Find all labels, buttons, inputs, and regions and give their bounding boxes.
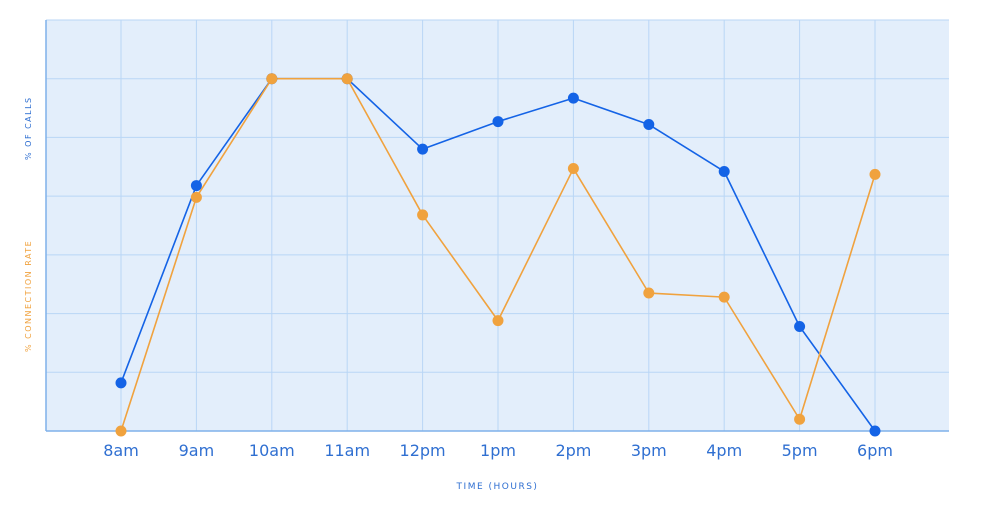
- x-tick-label-12pm: 12pm: [400, 441, 446, 460]
- data-point-connection-4pm: [718, 291, 730, 303]
- data-point-connection-1pm: [492, 315, 504, 327]
- x-tick-label-4pm: 4pm: [706, 441, 742, 460]
- x-tick-label-10am: 10am: [249, 441, 295, 460]
- y-axis-label-connection-rate: % CONNECTION RATE: [24, 239, 33, 352]
- data-point-connection-5pm: [794, 413, 806, 425]
- x-tick-label-2pm: 2pm: [555, 441, 591, 460]
- data-point-connection-10am: [266, 73, 278, 85]
- data-point-connection-6pm: [869, 168, 881, 180]
- data-point-connection-11am: [341, 73, 353, 85]
- data-point-calls-2pm: [567, 92, 579, 104]
- x-tick-label-3pm: 3pm: [631, 441, 667, 460]
- data-point-connection-12pm: [417, 209, 429, 221]
- data-point-connection-8am: [115, 425, 127, 437]
- data-point-calls-1pm: [492, 116, 504, 128]
- x-tick-label-11am: 11am: [324, 441, 370, 460]
- data-point-calls-8am: [115, 377, 127, 389]
- data-point-calls-9am: [190, 180, 202, 192]
- data-point-calls-3pm: [643, 119, 655, 131]
- data-point-calls-5pm: [794, 320, 806, 332]
- x-axis-label: TIME (HOURS): [456, 482, 539, 492]
- grid: [46, 19, 949, 431]
- data-point-calls-4pm: [718, 165, 730, 177]
- x-tick-label-1pm: 1pm: [480, 441, 516, 460]
- x-tick-label-9am: 9am: [179, 441, 215, 460]
- data-point-connection-2pm: [567, 163, 579, 175]
- data-point-connection-3pm: [643, 287, 655, 299]
- y-axis-label-calls: % OF CALLS: [24, 96, 33, 160]
- axes: [45, 20, 949, 432]
- x-tick-label-6pm: 6pm: [857, 441, 893, 460]
- x-tick-labels: 8am 9am 10am 11am 12pm 1pm 2pm 3pm 4pm 5pm 6pm: [103, 441, 893, 460]
- x-tick-label-5pm: 5pm: [782, 441, 818, 460]
- series: [115, 73, 881, 437]
- data-point-calls-6pm: [869, 425, 881, 437]
- data-point-connection-9am: [190, 191, 202, 203]
- data-point-calls-12pm: [417, 143, 429, 155]
- x-tick-label-8am: 8am: [103, 441, 139, 460]
